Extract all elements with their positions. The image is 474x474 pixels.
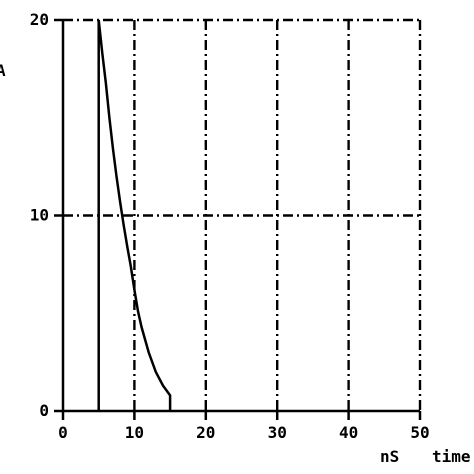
series-line-0	[97, 19, 172, 411]
y-tick-label-20: 20	[30, 10, 49, 29]
y-tick-label-10: 10	[30, 206, 49, 225]
x-unit-label: nS	[380, 447, 399, 466]
y-tick-label-0: 0	[39, 401, 49, 420]
x-tick-label-40: 40	[339, 423, 358, 442]
x-tick-label-0: 0	[58, 423, 68, 442]
series-layer	[97, 19, 172, 411]
axes	[54, 18, 422, 420]
x-tick-label-20: 20	[196, 423, 215, 442]
grid-lines	[63, 18, 422, 411]
y-axis-label: A	[0, 61, 6, 80]
x-tick-label-10: 10	[125, 423, 144, 442]
x-tick-label-50: 50	[410, 423, 429, 442]
x-axis-label: time	[432, 447, 471, 466]
x-tick-label-30: 30	[268, 423, 287, 442]
tick-labels: 0 10 20 30 40 50 0 10 20	[30, 10, 430, 442]
